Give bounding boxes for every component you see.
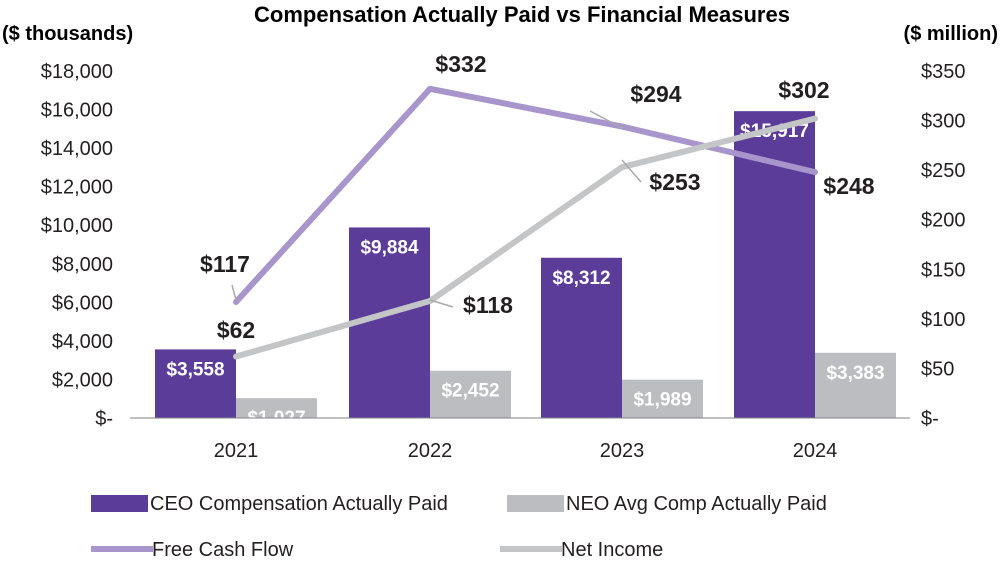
right-axis-ticks: $- $50 $100 $150 $200 $250 $300 $350	[921, 61, 966, 430]
right-tick-label: $300	[921, 111, 966, 133]
left-tick-label: $2,000	[52, 369, 113, 391]
left-tick-label: $4,000	[52, 331, 113, 353]
legend-net-income-label: Net Income	[561, 539, 663, 561]
x-axis-ticks: 2021 2022 2023 2024	[214, 440, 838, 462]
right-tick-label: $100	[921, 309, 966, 331]
x-tick-label: 2021	[214, 440, 259, 462]
free-cash-flow-line	[233, 85, 816, 305]
neo-cap-bar-label: $1,989	[633, 390, 691, 411]
ceo-cap-bar	[155, 349, 236, 418]
neo-cap-bar-label: $1,027	[247, 408, 305, 429]
left-tick-label: $8,000	[52, 254, 113, 276]
net-income-point	[233, 353, 239, 360]
ceo-cap-bar	[541, 257, 622, 418]
legend-ceo-cap-label: CEO Compensation Actually Paid	[150, 493, 448, 515]
net-income-data-label: $302	[778, 77, 829, 103]
left-tick-label: $-	[95, 408, 113, 430]
neo-cap-bar-label: $2,452	[441, 381, 499, 402]
neo-cap-bar	[236, 398, 317, 418]
net-income-leader-line	[429, 299, 454, 308]
free-cash-flow-leader-line	[589, 110, 623, 129]
left-tick-label: $12,000	[41, 177, 113, 199]
neo-cap-bar	[815, 352, 896, 418]
free-cash-flow-point	[233, 299, 239, 306]
legend-neo-cap-swatch	[507, 495, 564, 512]
right-tick-label: $50	[921, 358, 954, 380]
left-tick-label: $18,000	[41, 61, 113, 83]
free-cash-flow-data-label: $117	[200, 251, 250, 277]
x-tick-label: 2023	[600, 440, 645, 462]
net-income-point	[427, 298, 433, 305]
net-income-data-label: $118	[463, 292, 513, 318]
right-tick-label: $350	[921, 61, 966, 83]
right-tick-label: $250	[921, 160, 966, 182]
right-tick-label: $-	[921, 408, 939, 430]
net-income-data-label: $253	[649, 169, 700, 195]
legend: CEO Compensation Actually Paid NEO Avg Co…	[91, 493, 827, 561]
lines: $117 $332 $294 $248 $62 $118 $253 $302	[200, 51, 875, 360]
net-income-point	[619, 164, 625, 171]
neo-cap-bar-label: $3,383	[826, 363, 884, 384]
right-tick-label: $150	[921, 259, 966, 281]
left-axis-ticks: $- $2,000 $4,000 $6,000 $8,000 $10,000 $12,000…	[41, 61, 113, 430]
legend-neo-cap-label: NEO Avg Comp Actually Paid	[566, 493, 827, 515]
net-income-line	[235, 115, 816, 360]
x-tick-label: 2024	[793, 440, 838, 462]
free-cash-flow-point	[812, 169, 818, 176]
free-cash-flow-point	[427, 85, 433, 92]
ceo-cap-bar-label: $8,312	[552, 268, 610, 289]
legend-free-cash-flow-label: Free Cash Flow	[152, 539, 294, 561]
net-income-point	[812, 115, 818, 122]
chart-title: Compensation Actually Paid vs Financial …	[254, 2, 790, 27]
right-axis-title: ($ million)	[904, 23, 998, 45]
neo-cap-bar	[622, 379, 703, 418]
legend-ceo-cap-swatch	[91, 495, 148, 512]
ceo-cap-bar-label: $3,558	[166, 359, 224, 380]
ceo-cap-bar-label: $9,884	[360, 237, 419, 258]
left-axis-title: ($ thousands)	[2, 23, 133, 45]
free-cash-flow-data-label: $294	[630, 81, 681, 107]
left-tick-label: $10,000	[41, 215, 113, 237]
free-cash-flow-data-label: $248	[823, 173, 874, 199]
free-cash-flow-leader-line	[231, 284, 237, 301]
net-income-leader-line	[621, 159, 642, 183]
left-tick-label: $6,000	[52, 292, 113, 314]
left-tick-label: $14,000	[41, 138, 113, 160]
neo-cap-bar	[430, 370, 511, 418]
net-income-data-label: $62	[217, 317, 255, 343]
x-tick-label: 2022	[408, 440, 453, 462]
right-tick-label: $200	[921, 210, 966, 232]
free-cash-flow-data-label: $332	[435, 51, 486, 77]
left-tick-label: $16,000	[41, 100, 113, 122]
